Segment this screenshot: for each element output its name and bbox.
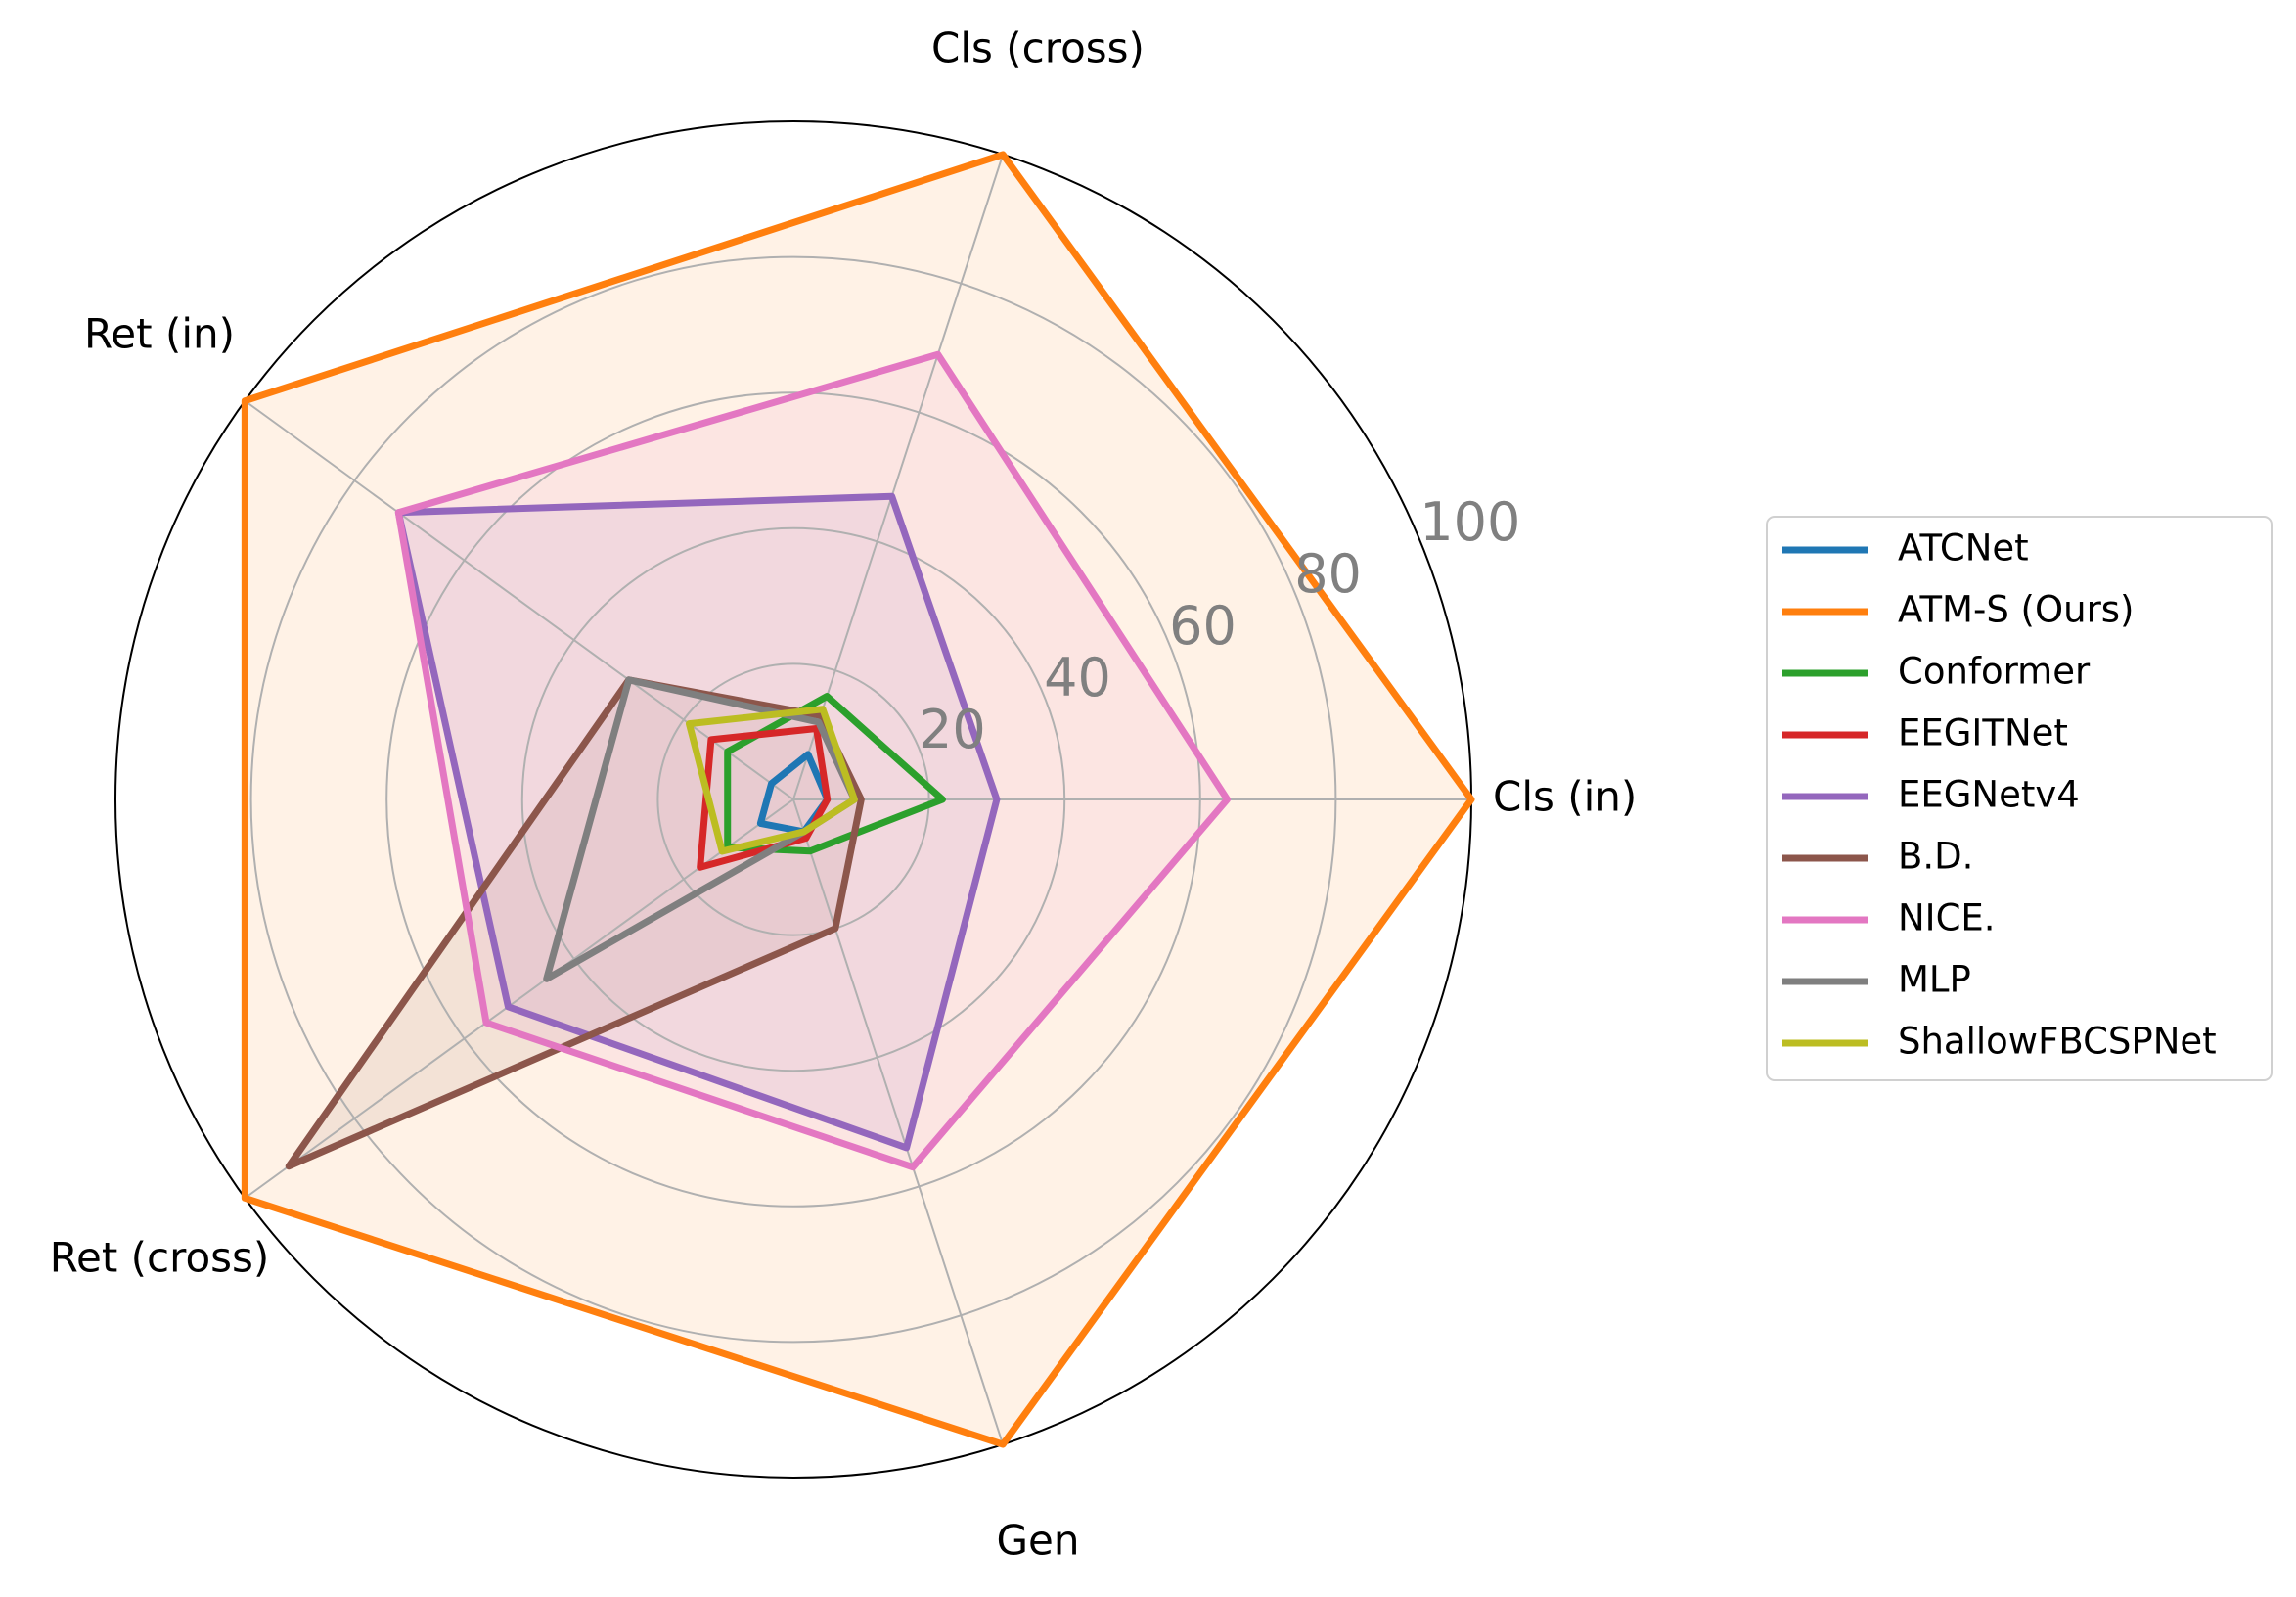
series-line-shallowfbcspnet [685,706,858,855]
axis-label-cls-cross: Cls (cross) [931,24,1145,72]
legend-box [1766,516,2273,1081]
spoke-ret-in [244,399,794,800]
rtick-label-60: 60 [1169,595,1237,657]
legend-label-eegnetv4: EEGNetv4 [1898,774,2080,816]
legend-label-eegitnet: EEGITNet [1898,712,2068,754]
series-fill-eegnetv4 [398,496,997,1148]
legend-label-shallowfbcspnet: ShallowFBCSPNet [1898,1021,2217,1063]
rtick-label-80: 80 [1294,543,1362,605]
radar-grid [114,120,1472,1479]
axis-labels: Cls (in) Cls (cross) Ret (in) Ret (cross) Ge… [50,24,1638,1565]
legend-label-b-d: B.D. [1898,836,1973,878]
series-line-eegnetv4 [394,492,1001,1152]
legend: ATCNet ATM-S (Ours) Conformer EEGITNet EEGNe… [1766,516,2273,1081]
axis-label-ret-in: Ret (in) [84,310,235,358]
series-lines [241,151,1475,1448]
legend-label-nice: NICE. [1898,897,1996,939]
series-line-conformer [724,693,946,855]
series-line-atm-s-ours [241,151,1475,1448]
rtick-label-20: 20 [919,699,986,760]
spoke-gen [792,798,1005,1445]
series-line-nice [394,350,1232,1171]
rtick-label-100: 100 [1419,491,1520,553]
axis-label-gen: Gen [996,1517,1079,1565]
rtick-label-40: 40 [1044,647,1111,708]
legend-label-atcnet: ATCNet [1898,527,2029,570]
series-fill-b-d [289,679,862,1166]
axis-label-cls-in: Cls (in) [1493,773,1637,821]
radial-tick-labels: 20 40 60 80 100 [919,491,1520,760]
legend-label-atm-s-ours: ATM-S (Ours) [1898,589,2135,631]
spoke-cls-cross [792,154,1005,800]
legend-label-mlp: MLP [1898,959,1971,1001]
axis-label-ret-cross: Ret (cross) [50,1234,270,1282]
legend-label-conformer: Conformer [1898,651,2091,693]
